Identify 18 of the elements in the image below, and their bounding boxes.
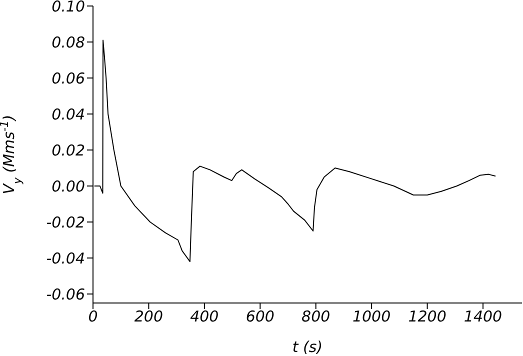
- y-tick-label: 0.04: [52, 105, 85, 124]
- x-tick-label: 200: [134, 308, 164, 326]
- y-tick-label: 0.02: [52, 141, 85, 160]
- y-tick-label: 0.06: [52, 69, 85, 88]
- x-tick-label: 1400: [464, 308, 502, 326]
- y-tick-label: -0.02: [46, 213, 85, 232]
- y-tick-label: 0.00: [52, 177, 85, 196]
- y-tick-label: -0.06: [46, 285, 85, 304]
- y-tick-label: 0.08: [52, 33, 85, 52]
- x-tick-label: 1000: [352, 308, 391, 326]
- y-tick-label: -0.04: [46, 249, 85, 268]
- x-tick-label: 1200: [408, 308, 446, 326]
- x-tick-label: 800: [302, 308, 330, 326]
- x-tick-label: 0: [88, 308, 98, 326]
- x-tick-label: 400: [190, 308, 219, 326]
- x-tick-label: 600: [246, 308, 274, 326]
- x-axis-title: t (s): [292, 338, 323, 356]
- y-tick-label: 0.10: [52, 0, 85, 16]
